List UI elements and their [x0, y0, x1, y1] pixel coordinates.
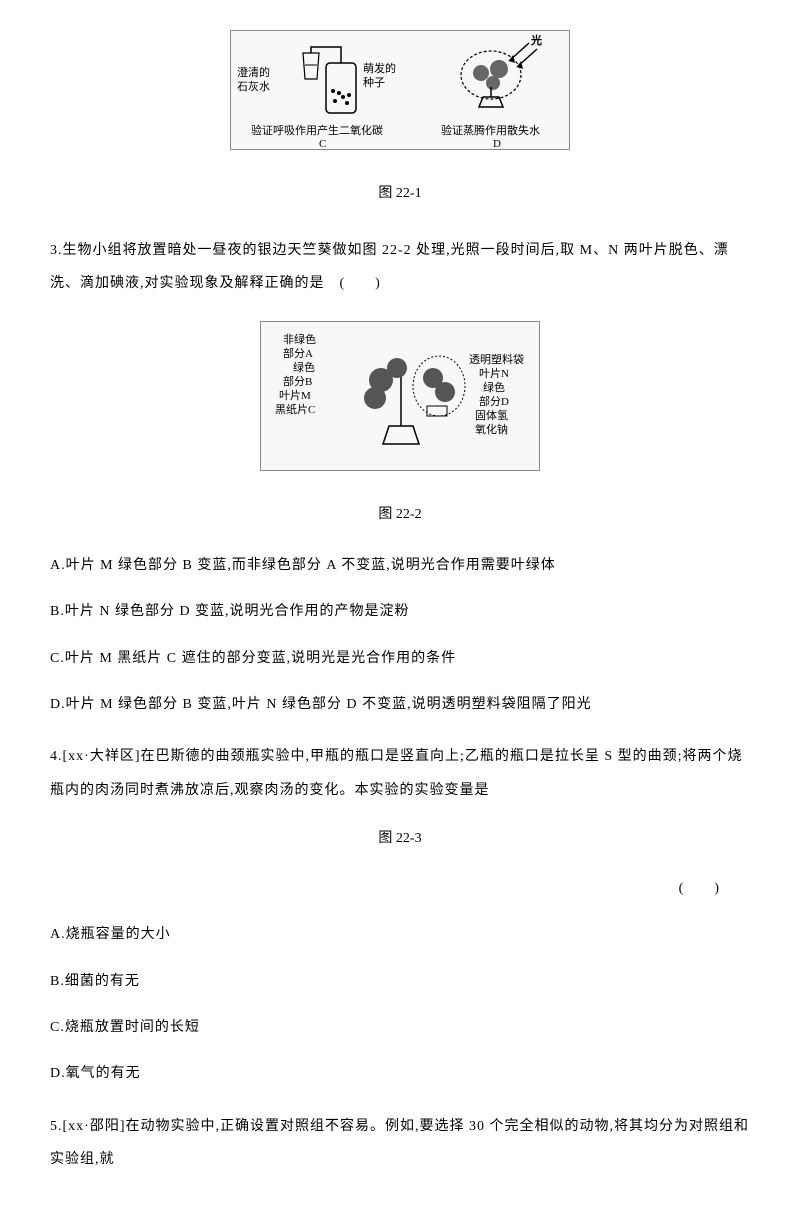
apparatus-c-sketch: [271, 43, 371, 123]
figure-22-2-caption: 图 22-2: [50, 504, 750, 526]
figure-22-1-caption: 图 22-1: [50, 183, 750, 205]
q4-paren: ( ): [50, 878, 750, 900]
label-capD-letter: D: [493, 136, 501, 154]
figure-22-1-diagram: 澄清的 石灰水 萌发的 种子 验证呼吸作用产生二氧化碳 C 光 验证蒸腾作用散失…: [50, 30, 750, 158]
q4-option-d: D.氧气的有无: [50, 1063, 750, 1085]
q3-option-d: D.叶片 M 绿色部分 B 变蓝,叶片 N 绿色部分 D 不变蓝,说明透明塑料袋…: [50, 694, 750, 716]
question-3-text: 3.生物小组将放置暗处一昼夜的银边天竺葵做如图 22-2 处理,光照一段时间后,…: [50, 234, 750, 301]
q3-option-a: A.叶片 M 绿色部分 B 变蓝,而非绿色部分 A 不变蓝,说明光合作用需要叶绿…: [50, 555, 750, 577]
figure-22-3-caption: 图 22-3: [50, 828, 750, 850]
question-4-text: 4.[xx·大祥区]在巴斯德的曲颈瓶实验中,甲瓶的瓶口是竖直向上;乙瓶的瓶口是拉…: [50, 740, 750, 807]
label-capD: 验证蒸腾作用散失水: [441, 123, 540, 141]
q4-option-b: B.细菌的有无: [50, 971, 750, 993]
q3-option-c: C.叶片 M 黑纸片 C 遮住的部分变蓝,说明光是光合作用的条件: [50, 648, 750, 670]
q4-option-a: A.烧瓶容量的大小: [50, 924, 750, 946]
label-capC-letter: C: [319, 136, 326, 154]
label-c: 黑纸片C: [275, 402, 315, 420]
question-5-text: 5.[xx·邵阳]在动物实验中,正确设置对照组不容易。例如,要选择 30 个完全…: [50, 1110, 750, 1177]
label-light: 光: [531, 33, 542, 51]
label-seed2: 种子: [363, 75, 385, 93]
figure-22-2-diagram: 非绿色 部分A 绿色 部分B 叶片M 黑纸片C 透明塑料袋 叶片N 绿色 部分D…: [50, 321, 750, 479]
plant-sketch: [331, 336, 481, 456]
diagram-1-box: 澄清的 石灰水 萌发的 种子 验证呼吸作用产生二氧化碳 C 光 验证蒸腾作用散失…: [230, 30, 570, 150]
label-capC: 验证呼吸作用产生二氧化碳: [251, 123, 383, 141]
diagram-2-box: 非绿色 部分A 绿色 部分B 叶片M 黑纸片C 透明塑料袋 叶片N 绿色 部分D…: [260, 321, 540, 471]
q3-option-b: B.叶片 N 绿色部分 D 变蓝,说明光合作用的产物是淀粉: [50, 601, 750, 623]
label-limewater2: 石灰水: [237, 79, 270, 97]
q4-option-c: C.烧瓶放置时间的长短: [50, 1017, 750, 1039]
label-naoh2: 氧化钠: [475, 422, 508, 440]
apparatus-d-sketch: [451, 39, 551, 129]
